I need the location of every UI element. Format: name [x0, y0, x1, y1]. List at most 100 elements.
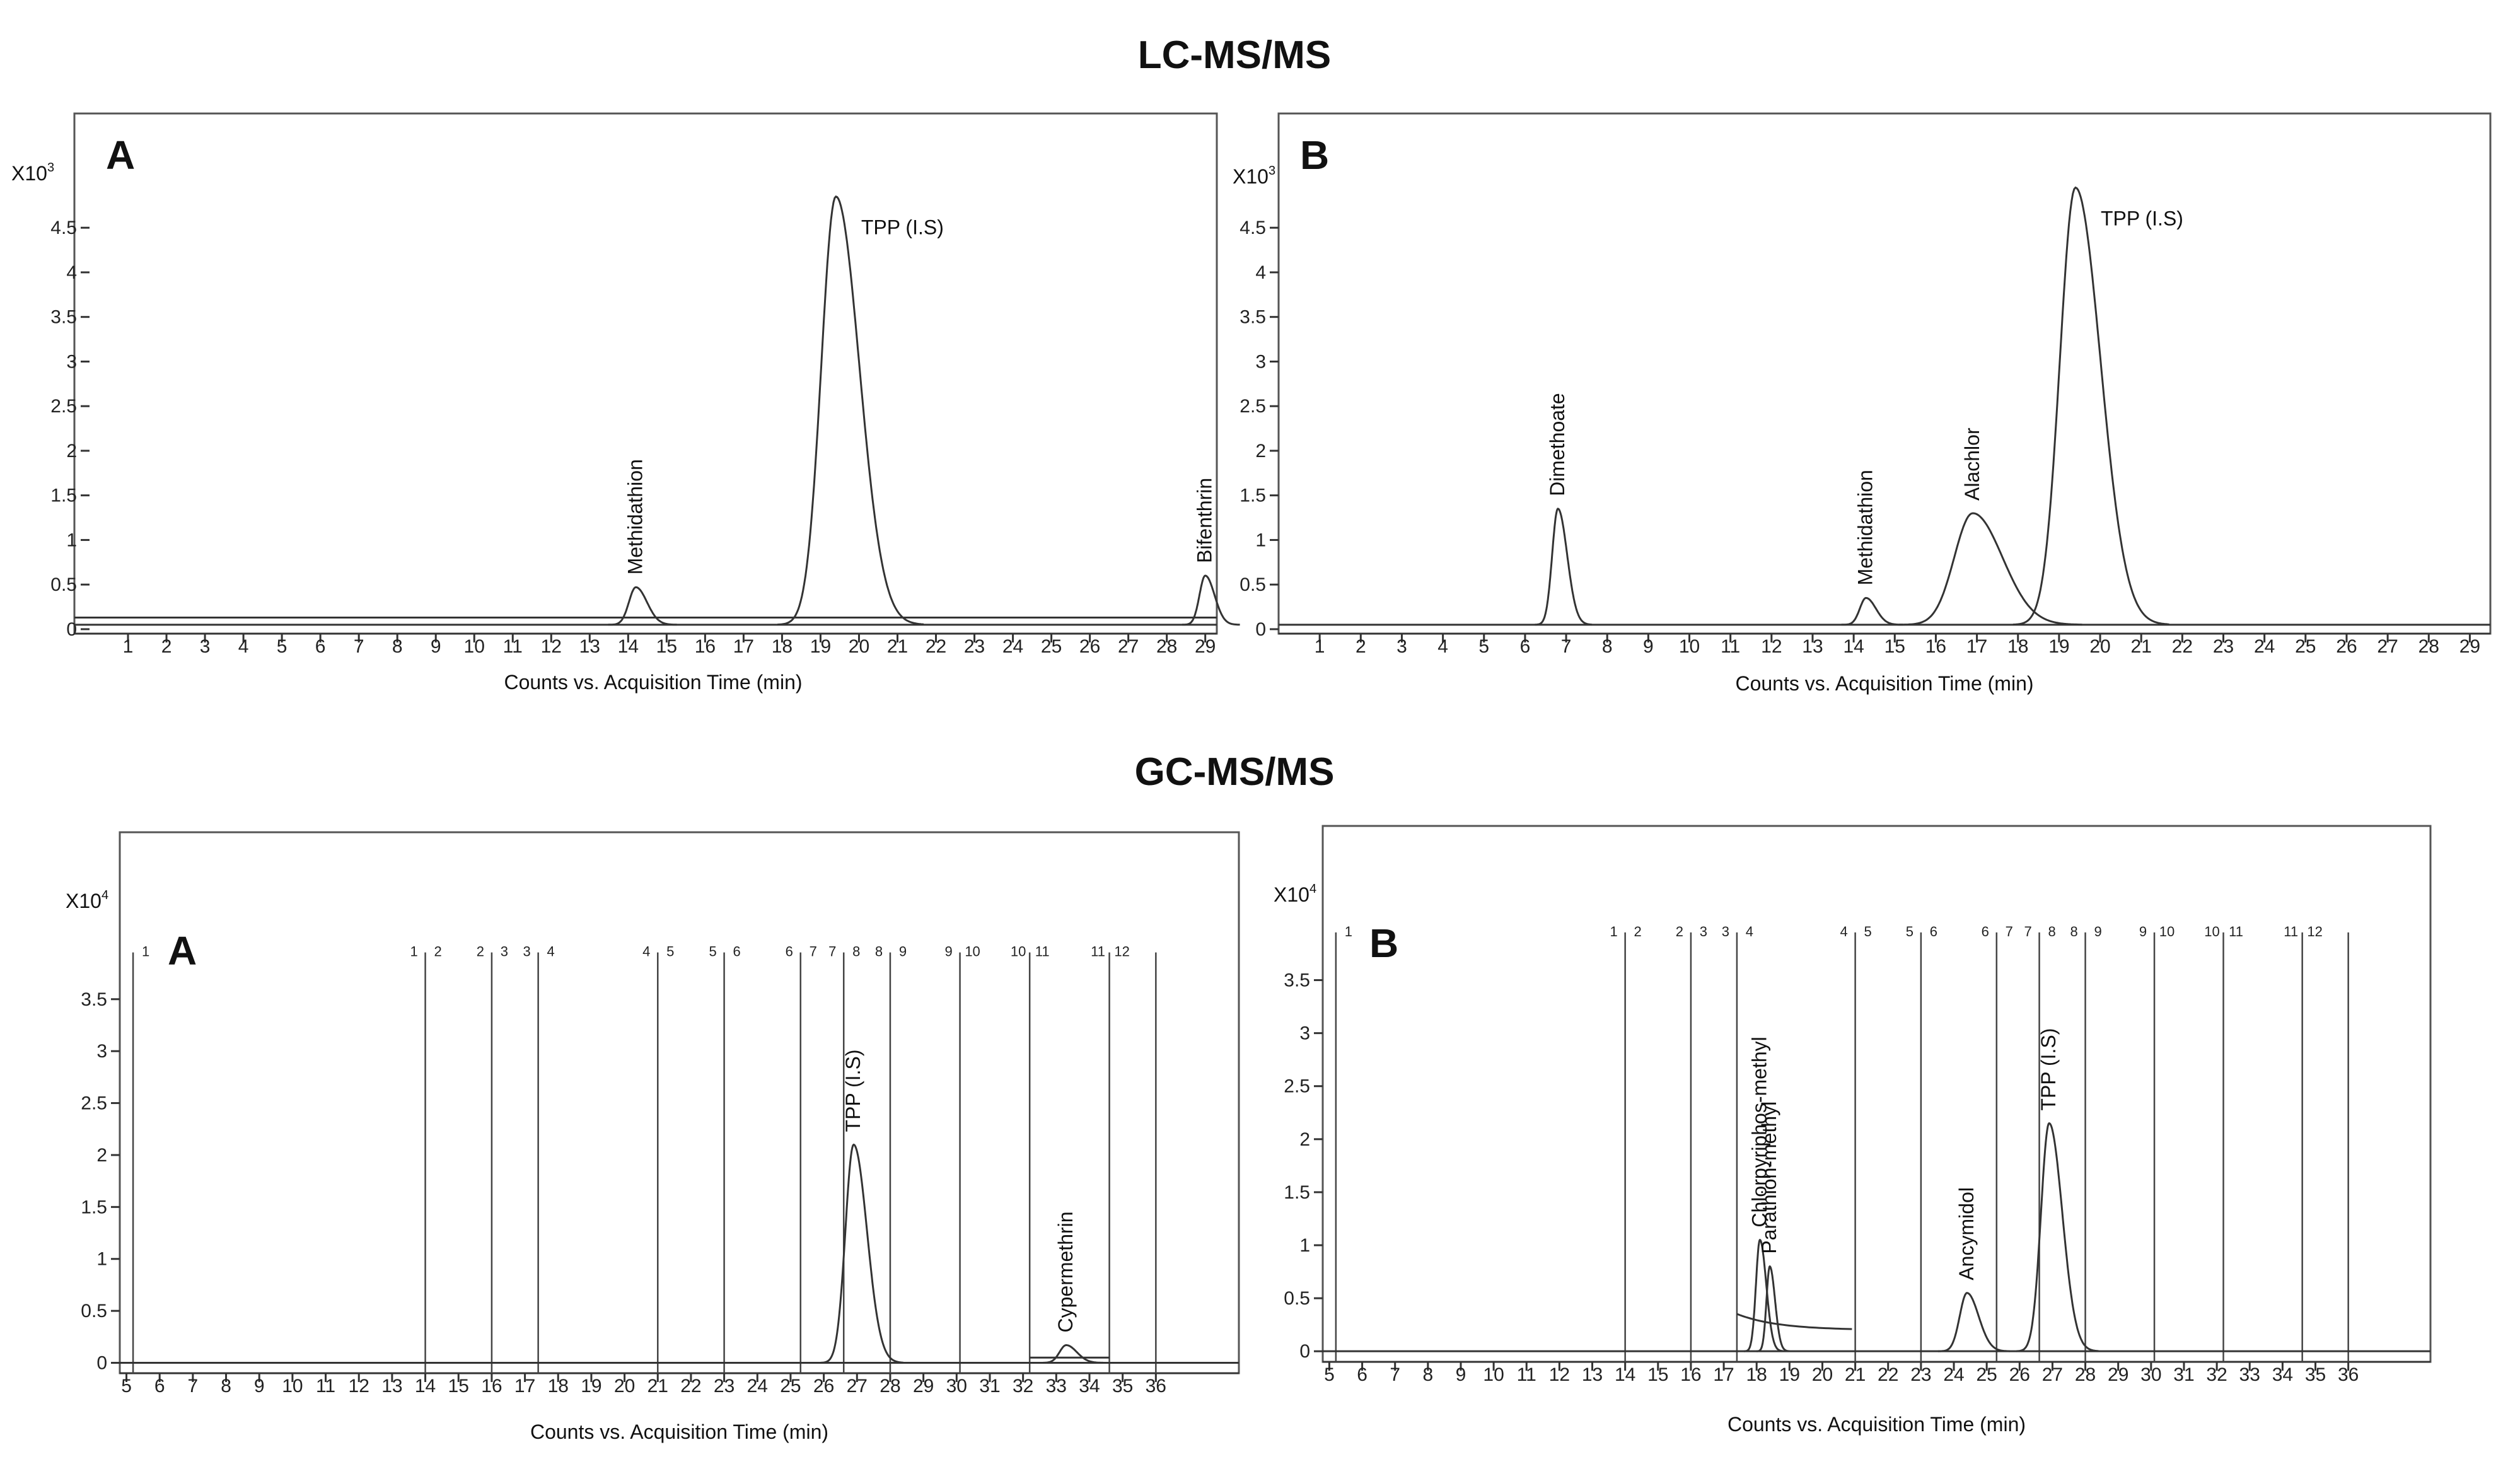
segment-marker-label: 7: [828, 944, 836, 960]
x-tick-label: 1: [123, 636, 134, 657]
x-tick-label: 18: [1746, 1364, 1767, 1385]
peak-label-tpp-i-s: TPP (I.S): [842, 1049, 864, 1132]
x-tick-label: 20: [614, 1376, 635, 1397]
x-tick-label: 3: [1396, 636, 1407, 657]
x-tick-label: 26: [2336, 636, 2357, 657]
x-tick-label: 6: [315, 636, 326, 657]
panel-letter: A: [168, 928, 197, 973]
y-tick-label: 3.5: [1240, 307, 1266, 328]
peak-label-alachlor: Alachlor: [1961, 427, 1983, 501]
y-tick-label: 0.5: [50, 574, 77, 595]
segment-marker-label: 9: [899, 944, 907, 960]
x-tick-label: 11: [1517, 1364, 1536, 1385]
panel-letter: A: [106, 132, 135, 178]
x-tick-label: 7: [1390, 1364, 1400, 1385]
x-tick-label: 14: [415, 1376, 436, 1397]
peak-label-tpp-i-s: TPP (I.S): [861, 216, 944, 239]
x-tick-label: 21: [1845, 1364, 1866, 1385]
y-tick-label: 3.5: [50, 307, 77, 328]
x-tick-label: 10: [1679, 636, 1700, 657]
x-tick-label: 11: [316, 1376, 335, 1397]
x-tick-label: 20: [1812, 1364, 1833, 1385]
x-tick-label: 19: [1779, 1364, 1800, 1385]
segment-marker-label: 5: [666, 944, 674, 960]
y-tick-label: 3.5: [1284, 970, 1310, 991]
x-tick-label: 29: [1195, 636, 1216, 657]
y-tick-label: 0: [1299, 1341, 1310, 1362]
segment-marker-label: 9: [944, 944, 952, 960]
x-tick-label: 22: [926, 636, 946, 657]
segment-marker-label: 8: [875, 944, 883, 960]
x-tick-label: 6: [1520, 636, 1531, 657]
x-tick-label: 11: [503, 636, 523, 657]
peak-label-tpp-i-s: TPP (I.S): [2037, 1028, 2060, 1111]
y-tick-label: 4: [66, 262, 77, 283]
peak-label-ancymidol: Ancymidol: [1955, 1187, 1978, 1281]
x-tick-label: 26: [2009, 1364, 2030, 1385]
y-tick-label: 0: [66, 619, 77, 640]
x-tick-label: 23: [714, 1376, 735, 1397]
peak-label-methidathion: Methidathion: [1854, 470, 1877, 585]
x-tick-label: 22: [680, 1376, 701, 1397]
x-tick-label: 28: [2075, 1364, 2096, 1385]
peak-parathion-methyl: [1756, 1265, 1790, 1352]
plot-frame: [1277, 112, 2492, 635]
x-tick-label: 16: [1925, 636, 1946, 657]
x-tick-label: 5: [1478, 636, 1489, 657]
peak-chlorpyriphos-methyl: [1744, 1238, 1784, 1352]
x-tick-label: 14: [618, 636, 639, 657]
x-tick-label: 20: [849, 636, 869, 657]
segment-marker-label: 7: [810, 944, 817, 960]
segment-marker-label: 1: [410, 944, 417, 960]
x-tick-label: 5: [1324, 1364, 1335, 1385]
x-tick-label: 18: [2007, 636, 2028, 657]
y-tick-label: 2.5: [81, 1093, 107, 1114]
segment-marker-label: 11: [1035, 944, 1050, 960]
peak-ancymidol: [1937, 1292, 2010, 1352]
segment-marker-label: 12: [2307, 924, 2322, 939]
segment-marker-label: 3: [1722, 924, 1729, 939]
panel-letter: B: [1300, 132, 1329, 178]
x-tick-label: 19: [581, 1376, 601, 1397]
segment-marker-label: 2: [1676, 924, 1683, 939]
peak-tpp-i-s: [820, 1143, 903, 1364]
segment-marker-label: 9: [2094, 924, 2101, 939]
y-scale-exponent: 4: [102, 888, 108, 902]
x-tick-label: 21: [887, 636, 908, 657]
x-tick-label: 7: [188, 1376, 199, 1397]
elevated-baseline: [1736, 1313, 1852, 1330]
segment-marker-label: 6: [786, 944, 793, 960]
x-tick-label: 13: [1802, 636, 1823, 657]
x-axis-label: Counts vs. Acquisition Time (min): [1735, 672, 2033, 695]
y-tick-label: 0: [1255, 619, 1266, 640]
segment-marker-label: 10: [2204, 924, 2219, 939]
panel-letter: B: [1369, 921, 1398, 966]
x-tick-label: 13: [381, 1376, 402, 1397]
x-tick-label: 10: [464, 636, 485, 657]
x-tick-label: 35: [1112, 1376, 1133, 1397]
segment-marker-label: 4: [1746, 924, 1753, 939]
y-tick-label: 0: [96, 1353, 107, 1374]
x-tick-label: 9: [1456, 1364, 1466, 1385]
x-tick-label: 15: [448, 1376, 469, 1397]
y-tick-label: 2.5: [1240, 396, 1266, 417]
segment-marker-label: 10: [965, 944, 980, 960]
peak-methidathion: [608, 586, 677, 626]
x-tick-label: 10: [282, 1376, 303, 1397]
x-tick-label: 13: [1582, 1364, 1603, 1385]
x-tick-label: 28: [1156, 636, 1177, 657]
x-tick-label: 15: [1647, 1364, 1668, 1385]
x-tick-label: 15: [656, 636, 677, 657]
lc-section-title: LC-MS/MS: [1138, 33, 1332, 77]
y-tick-label: 1.5: [1284, 1182, 1310, 1203]
y-scale-label: X104: [1274, 882, 1316, 906]
segment-marker-label: 9: [2139, 924, 2147, 939]
x-tick-label: 21: [2131, 636, 2152, 657]
x-tick-label: 15: [1884, 636, 1905, 657]
peak-cypermethrin: [1040, 1344, 1106, 1364]
x-tick-label: 25: [1041, 636, 1062, 657]
x-tick-label: 25: [1976, 1364, 1997, 1385]
peak-dimethoate: [1535, 508, 1593, 626]
peak-label-tpp-i-s: TPP (I.S): [2101, 207, 2183, 230]
